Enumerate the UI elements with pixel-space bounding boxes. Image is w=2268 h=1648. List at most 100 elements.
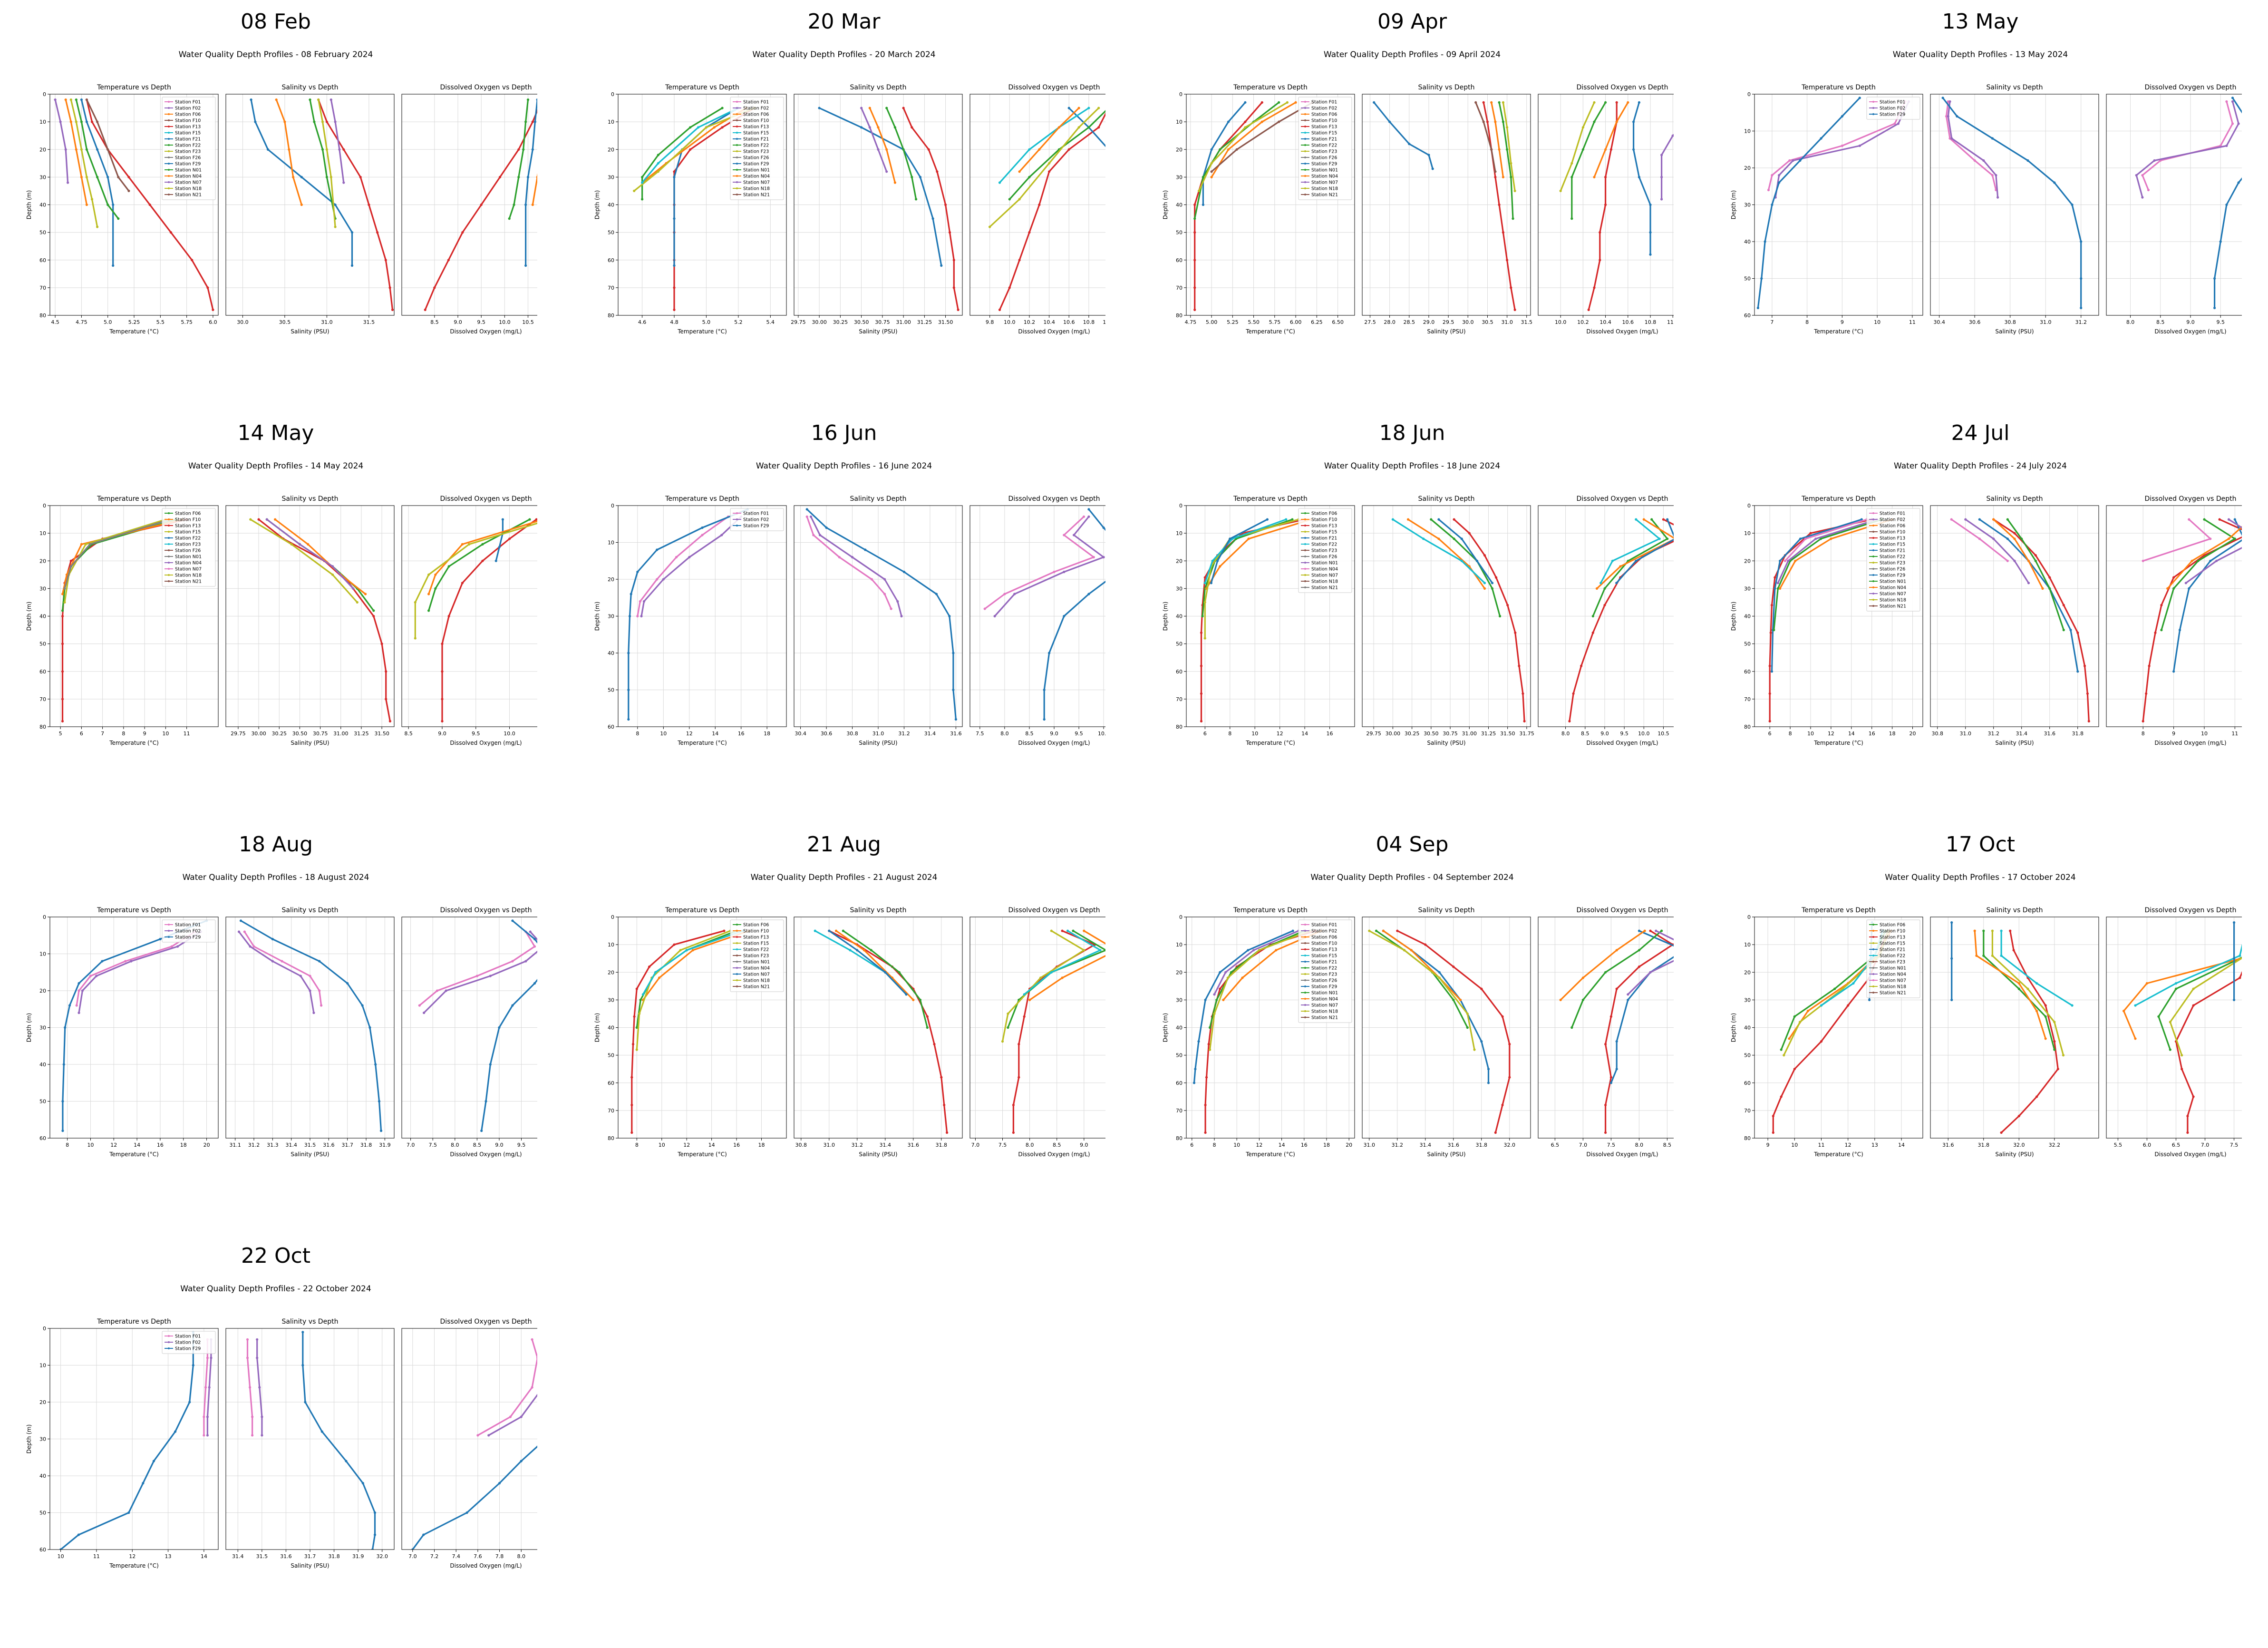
data-point (2233, 921, 2236, 924)
series-line (418, 931, 536, 1006)
y-tick-label: 10 (608, 540, 614, 546)
series-line (1502, 101, 1516, 192)
x-tick-label: 30.8 (2004, 319, 2016, 325)
series-line (2213, 97, 2242, 309)
data-point (1604, 203, 1607, 206)
y-tick-label: 10 (39, 951, 46, 957)
legend-marker (1304, 101, 1306, 103)
legend-entry: Station N01 (1880, 579, 1906, 585)
data-point (1627, 993, 1629, 996)
data-point (697, 126, 700, 129)
data-point (1975, 954, 1978, 957)
y-axis-label: Depth (m) (594, 190, 601, 219)
data-point (361, 1004, 364, 1007)
x-tick-label: 31.0 (1960, 731, 1972, 737)
series-line (642, 930, 744, 995)
legend-entry: Station F23 (1880, 561, 1905, 566)
legend-marker (1304, 948, 1306, 950)
data-point (673, 176, 676, 178)
data-point (1480, 987, 1483, 990)
x-tick-label: 31.75 (1519, 731, 1534, 737)
chart-figure: Water Quality Depth Profiles - 13 May 20… (1730, 50, 2242, 335)
data-point (673, 286, 676, 289)
data-point (1609, 1015, 1612, 1018)
data-point (371, 1548, 374, 1550)
data-point (943, 1103, 946, 1106)
series-line (2142, 100, 2234, 191)
series-line (1993, 518, 2090, 722)
y-tick-label: 10 (1176, 530, 1182, 536)
x-tick-label: 14 (708, 1142, 715, 1148)
subplot-title: Salinity vs Depth (1418, 495, 1475, 503)
legend-marker (168, 181, 170, 183)
data-point (1018, 170, 1021, 173)
data-point (531, 1386, 533, 1389)
data-point (292, 176, 295, 178)
legend-box (1866, 97, 1920, 120)
subplot-oxygen: Dissolved Oxygen vs Depth8.08.59.09.510.… (2106, 84, 2242, 335)
data-point (1468, 532, 1471, 535)
x-tick-label: 31.8 (1978, 1142, 1990, 1148)
y-tick-label: 10 (39, 1363, 46, 1369)
data-point (896, 600, 899, 603)
y-tick-label: 0 (1747, 91, 1751, 98)
x-axis-label: Salinity (PSU) (1427, 1151, 1465, 1158)
subplot-title: Salinity vs Depth (282, 907, 339, 914)
axes-frame (49, 505, 219, 727)
data-point (657, 170, 659, 173)
data-point (2233, 537, 2236, 540)
data-point (641, 198, 644, 201)
data-point (2186, 1114, 2189, 1118)
data-point (75, 1004, 78, 1007)
chart-date-label: 24 Jul (1951, 421, 2010, 445)
data-point (127, 1511, 130, 1514)
data-point (342, 181, 345, 184)
data-point (528, 518, 531, 521)
series-line (481, 920, 537, 1132)
data-point (1508, 1043, 1511, 1045)
x-tick-label: 8.0 (1000, 731, 1009, 737)
data-point (1956, 115, 1958, 118)
data-point (170, 945, 173, 948)
legend-entry: Station F13 (743, 935, 769, 940)
data-point (2227, 537, 2230, 540)
chart-date-label: 08 Feb (241, 10, 311, 34)
data-point (261, 1434, 263, 1437)
chart-figure: Water Quality Depth Profiles - 20 March … (594, 50, 1105, 335)
data-point (2142, 559, 2144, 562)
data-point (2219, 240, 2222, 243)
legend-marker (168, 924, 170, 926)
x-tick-label: 10.6 (1063, 319, 1075, 325)
data-point (1615, 949, 1618, 952)
data-point (283, 120, 286, 123)
data-point (1023, 1015, 1026, 1018)
data-point (80, 176, 83, 178)
data-point (1482, 101, 1485, 104)
axes-frame (1362, 505, 1531, 727)
x-tick-label: 9 (143, 731, 146, 737)
series-line (412, 1445, 537, 1550)
data-point (433, 286, 436, 289)
x-tick-label: 31.8 (328, 1553, 340, 1560)
data-point (350, 231, 354, 234)
data-point (1028, 176, 1031, 178)
x-tick-label: 29.75 (231, 731, 246, 737)
legend-entry: Station F01 (1311, 100, 1337, 105)
data-point (2012, 949, 2015, 952)
data-point (526, 176, 530, 178)
chart-date-label: 18 Jun (1379, 421, 1445, 445)
data-point (1452, 998, 1455, 1001)
legend-entry: Station F26 (175, 156, 201, 161)
data-point (107, 176, 109, 178)
data-point (2062, 1054, 2065, 1057)
y-tick-label: 0 (611, 91, 614, 98)
x-tick-label: 31.6 (1448, 1142, 1460, 1148)
x-tick-label: 20 (204, 1142, 210, 1148)
data-point (465, 1511, 468, 1514)
subplot-title: Temperature vs Depth (665, 907, 739, 914)
chart-date-label: 18 Aug (239, 832, 313, 857)
x-axis-label: Dissolved Oxygen (mg/L) (2154, 1151, 2226, 1158)
data-point (2076, 631, 2079, 634)
data-point (88, 543, 91, 546)
